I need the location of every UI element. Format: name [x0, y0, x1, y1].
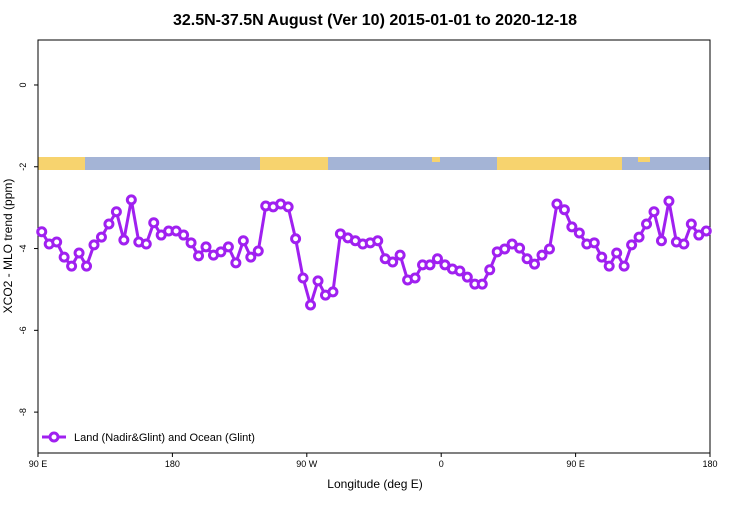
land-mask-strip — [38, 157, 710, 170]
data-point — [95, 231, 107, 243]
x-tick-label: 180 — [702, 459, 717, 469]
data-point — [282, 201, 294, 213]
data-point — [611, 247, 623, 259]
data-point — [200, 241, 212, 253]
data-point — [81, 260, 93, 272]
data-point — [215, 246, 227, 258]
data-point — [230, 257, 242, 269]
data-point — [499, 243, 511, 255]
data-point — [461, 271, 473, 283]
data-point — [305, 299, 317, 311]
data-point — [297, 272, 309, 284]
series-line — [40, 199, 707, 311]
data-point — [409, 272, 421, 284]
data-point — [327, 286, 339, 298]
data-point — [185, 237, 197, 249]
data-point — [103, 218, 115, 230]
data-point — [245, 251, 257, 263]
data-point — [88, 239, 100, 251]
plot-frame — [37, 39, 711, 454]
y-tick-label: -2 — [18, 163, 28, 171]
data-point — [110, 206, 122, 218]
data-point — [372, 235, 384, 247]
data-point — [290, 233, 302, 245]
y-tick-label: -8 — [18, 408, 28, 416]
x-tick-label: 0 — [439, 459, 444, 469]
data-point — [431, 253, 443, 265]
data-point — [125, 194, 137, 206]
data-point — [36, 226, 48, 238]
data-point — [73, 247, 85, 259]
data-point — [685, 218, 697, 230]
data-point — [222, 241, 234, 253]
x-tick-label: 180 — [165, 459, 180, 469]
data-point — [424, 259, 436, 271]
data-point — [641, 218, 653, 230]
y-tick-label: 0 — [18, 82, 28, 87]
data-point — [678, 238, 690, 250]
legend: Land (Nadir&Glint) and Ocean (Glint) — [42, 431, 255, 444]
data-point — [521, 253, 533, 265]
y-axis-label: XCO2 - MLO trend (ppm) — [1, 179, 15, 314]
data-point — [58, 251, 70, 263]
data-point — [66, 260, 78, 272]
x-tick-label: 90 E — [29, 459, 48, 469]
data-point — [178, 229, 190, 241]
data-point — [551, 198, 563, 210]
data-point — [700, 225, 712, 237]
data-point — [484, 264, 496, 276]
data-point — [476, 278, 488, 290]
data-point — [387, 256, 399, 268]
data-point — [588, 237, 600, 249]
data-point — [51, 236, 63, 248]
y-tick-label: -4 — [18, 245, 28, 253]
data-point — [237, 235, 249, 247]
data-point — [148, 217, 160, 229]
data-point — [529, 258, 541, 270]
data-point — [573, 227, 585, 239]
data-point — [648, 206, 660, 218]
chart-title: 32.5N-37.5N August (Ver 10) 2015-01-01 t… — [173, 12, 577, 29]
data-point — [655, 235, 667, 247]
data-point — [536, 249, 548, 261]
data-point — [633, 231, 645, 243]
data-point — [140, 238, 152, 250]
legend-label: Land (Nadir&Glint) and Ocean (Glint) — [74, 432, 255, 444]
x-axis-label: Longitude (deg E) — [327, 477, 422, 491]
data-point — [514, 242, 526, 254]
data-point — [558, 204, 570, 216]
data-point — [454, 265, 466, 277]
data-point — [252, 245, 264, 257]
data-point — [193, 250, 205, 262]
x-tick-label: 90 E — [566, 459, 585, 469]
data-point — [566, 221, 578, 233]
data-point — [312, 275, 324, 287]
data-point — [118, 234, 130, 246]
legend-marker — [48, 431, 60, 443]
data-point — [543, 243, 555, 255]
y-tick-label: -6 — [18, 326, 28, 334]
data-point — [618, 260, 630, 272]
data-point — [663, 195, 675, 207]
data-point — [603, 260, 615, 272]
data-point — [394, 249, 406, 261]
data-point — [596, 251, 608, 263]
data-point — [626, 239, 638, 251]
x-tick-label: 90 W — [296, 459, 318, 469]
